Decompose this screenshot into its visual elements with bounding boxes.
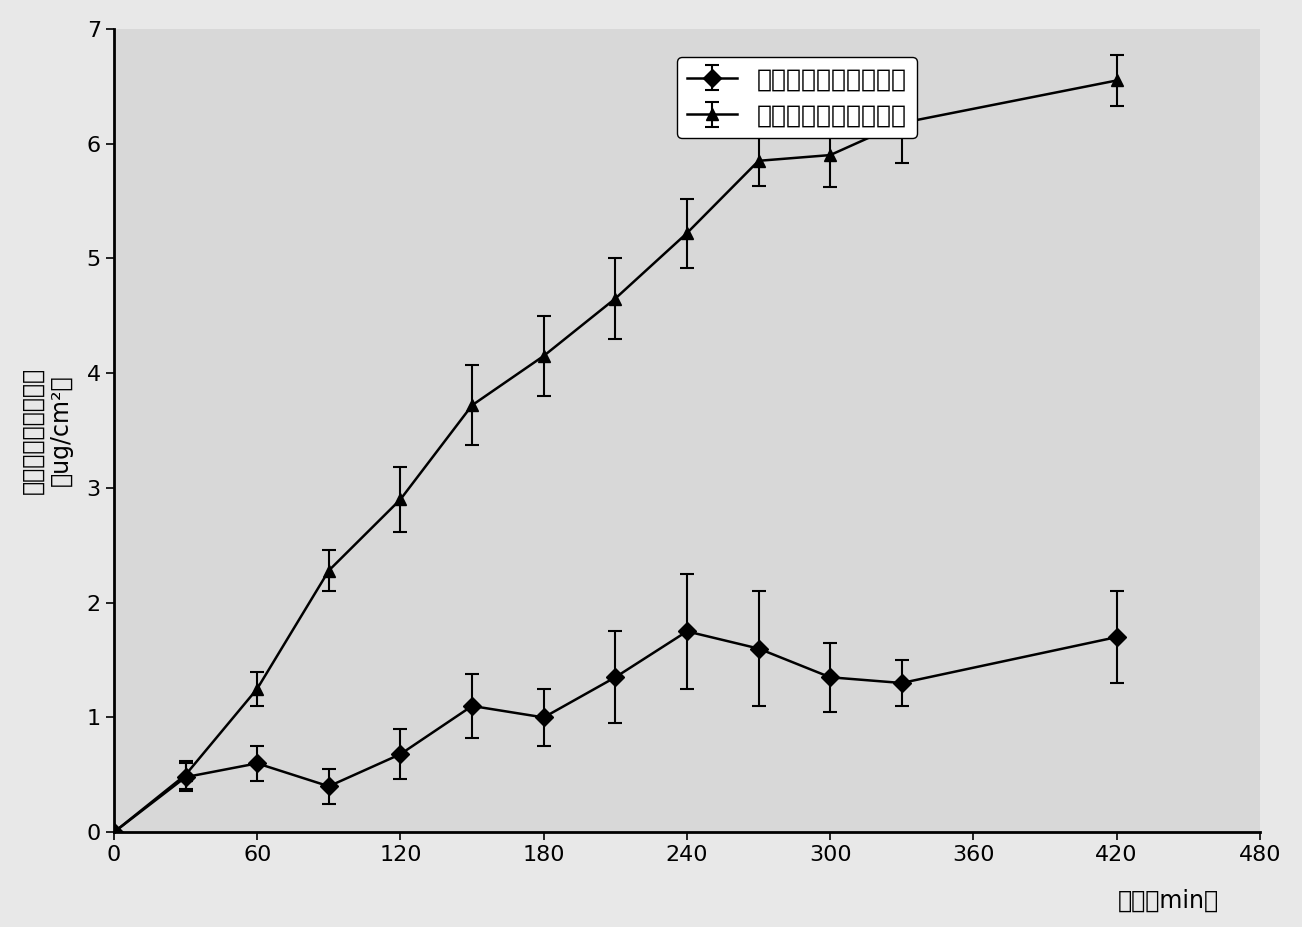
- X-axis label: 时间（min）: 时间（min）: [1117, 888, 1219, 912]
- Legend: 地塞米松磷酸钠滴眼液, 地塞米松纳米立方液晶: 地塞米松磷酸钠滴眼液, 地塞米松纳米立方液晶: [677, 57, 917, 138]
- Y-axis label: 地塞米松累积透过量
（ug/cm²）: 地塞米松累积透过量 （ug/cm²）: [21, 367, 73, 494]
